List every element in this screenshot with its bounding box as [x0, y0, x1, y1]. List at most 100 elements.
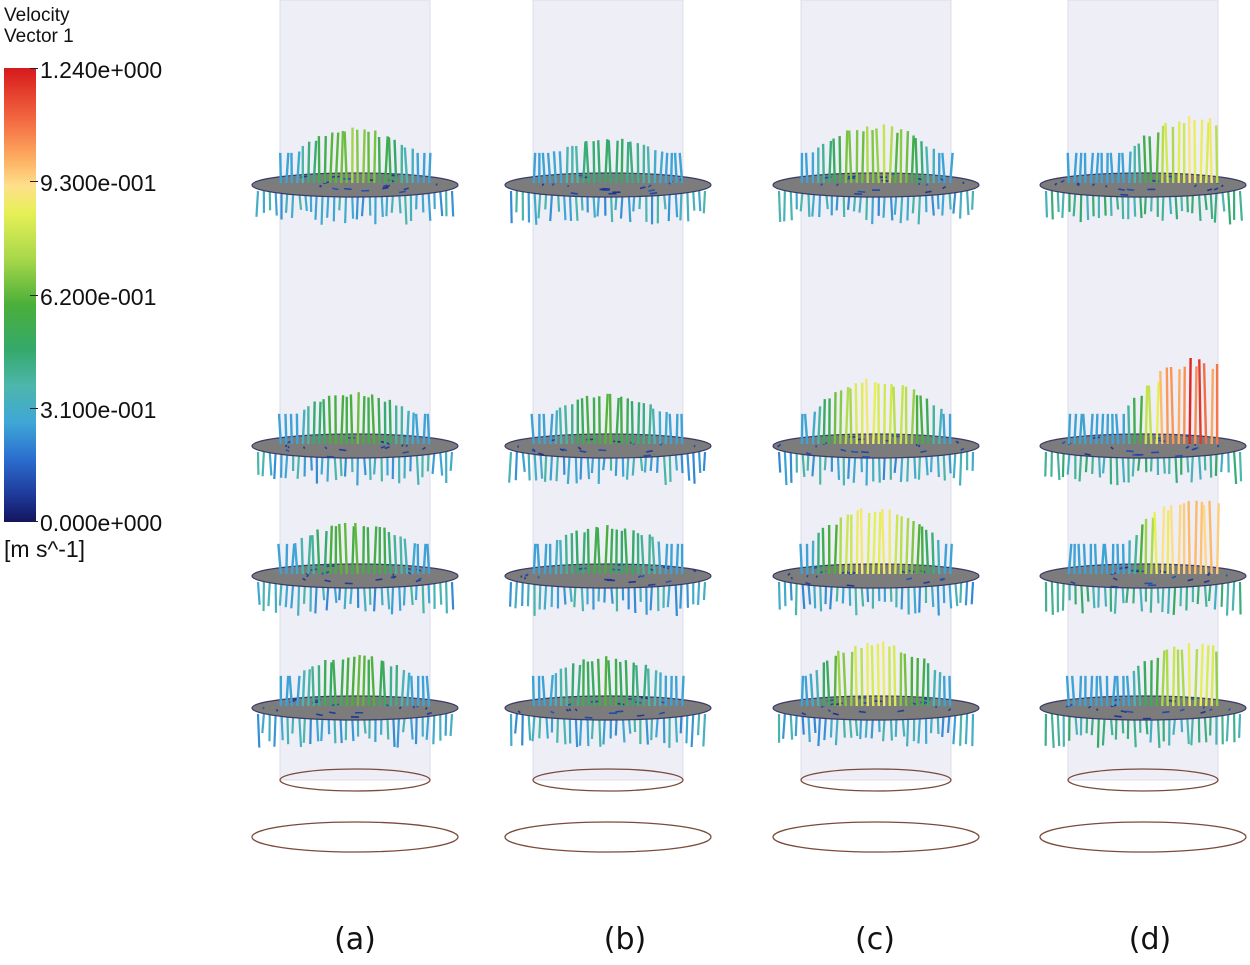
velocity-arrow: [662, 451, 667, 486]
velocity-arrow: [1225, 713, 1230, 742]
velocity-arrow: [577, 446, 582, 450]
velocity-arrow: [1103, 543, 1109, 575]
velocity-arrow: [425, 713, 430, 740]
velocity-arrow: [422, 543, 427, 575]
velocity-arrow: [1110, 585, 1119, 589]
velocity-arrow: [937, 408, 943, 445]
velocity-arrow: [288, 675, 294, 707]
velocity-arrow: [925, 183, 928, 186]
velocity-arrow: [384, 136, 389, 184]
velocity-arrow: [351, 656, 356, 707]
velocity-arrow: [324, 446, 328, 450]
velocity-arrow: [370, 394, 376, 445]
velocity-arrow: [1077, 543, 1082, 575]
velocity-arrow: [381, 661, 387, 707]
velocity-arrow: [562, 448, 568, 452]
velocity-arrow: [914, 138, 919, 184]
velocity-arrow: [783, 190, 786, 222]
velocity-arrow: [289, 413, 294, 445]
velocity-arrow: [811, 190, 816, 217]
velocity-arrow: [892, 645, 897, 707]
velocity-arrow: [318, 401, 322, 445]
velocity-arrow: [579, 450, 587, 453]
empty-ring: [800, 768, 952, 792]
velocity-arrow: [1095, 413, 1099, 445]
velocity-arrow: [931, 532, 935, 575]
velocity-arrow: [1105, 185, 1108, 188]
velocity-arrow: [597, 140, 601, 184]
velocity-arrow: [1044, 451, 1048, 477]
velocity-arrow: [646, 146, 651, 184]
velocity-arrow: [261, 713, 265, 734]
velocity-arrow: [565, 146, 569, 184]
velocity-arrow: [920, 526, 924, 575]
velocity-arrow: [521, 581, 524, 607]
velocity-arrow: [805, 581, 811, 585]
empty-ring: [1039, 821, 1247, 853]
velocity-arrow: [800, 675, 805, 707]
velocity-arrow: [427, 152, 432, 184]
velocity-arrow: [637, 574, 642, 579]
velocity-arrow: [801, 713, 805, 735]
velocity-arrow: [343, 522, 348, 575]
velocity-arrow: [639, 186, 646, 190]
velocity-arrow: [840, 448, 847, 452]
velocity-arrow: [1199, 119, 1204, 184]
velocity-arrow: [859, 508, 864, 575]
velocity-arrow: [692, 569, 697, 573]
velocity-arrow: [302, 577, 306, 581]
velocity-arrow: [432, 713, 436, 745]
velocity-arrow: [392, 575, 397, 579]
velocity-arrow: [1220, 184, 1224, 188]
velocity-arrow: [584, 716, 593, 719]
velocity-arrow: [1070, 675, 1076, 707]
velocity-arrow: [450, 581, 455, 610]
velocity-arrow: [1067, 413, 1072, 445]
velocity-arrow: [290, 543, 296, 575]
legend-title-line2: Vector 1: [4, 26, 74, 47]
velocity-arrow: [942, 185, 947, 190]
velocity-arrow: [1060, 179, 1065, 183]
velocity-arrow: [668, 413, 673, 445]
panel-c: [772, 0, 980, 853]
velocity-arrow: [828, 140, 833, 184]
velocity-arrow: [1193, 366, 1198, 445]
velocity-arrow: [631, 662, 635, 707]
velocity-arrow: [575, 530, 579, 575]
velocity-arrow: [778, 443, 782, 447]
velocity-arrow: [607, 140, 612, 184]
velocity-arrow: [1106, 413, 1110, 445]
velocity-arrow: [631, 530, 635, 575]
velocity-arrow: [526, 581, 530, 607]
velocity-arrow: [1188, 357, 1192, 445]
velocity-arrow: [777, 451, 782, 473]
velocity-arrow: [668, 182, 671, 185]
velocity-arrow: [877, 512, 882, 575]
velocity-arrow: [807, 581, 812, 605]
velocity-arrow: [1136, 665, 1142, 707]
velocity-arrow: [356, 392, 360, 445]
velocity-arrow: [592, 141, 596, 184]
velocity-arrow: [827, 709, 832, 713]
velocity-arrow: [405, 672, 411, 707]
velocity-arrow: [1155, 132, 1160, 184]
velocity-arrow: [532, 543, 537, 575]
velocity-arrow: [421, 581, 425, 614]
velocity-arrow: [362, 129, 366, 184]
velocity-arrow: [298, 713, 303, 747]
velocity-arrow: [1213, 187, 1219, 191]
velocity-arrow: [422, 446, 426, 450]
velocity-arrow: [1238, 451, 1243, 482]
velocity-arrow: [604, 656, 608, 707]
velocity-arrow: [1220, 581, 1224, 607]
velocity-arrow: [586, 528, 590, 575]
velocity-arrow: [1176, 649, 1180, 707]
velocity-arrow: [910, 520, 915, 575]
velocity-arrow: [876, 643, 880, 707]
velocity-arrow: [1126, 710, 1134, 714]
color-legend: Velocity Vector 1 1.240e+000 9.300e-001 …: [0, 0, 210, 562]
velocity-arrow: [255, 190, 260, 217]
velocity-arrow: [872, 511, 877, 575]
velocity-arrow: [286, 713, 290, 745]
